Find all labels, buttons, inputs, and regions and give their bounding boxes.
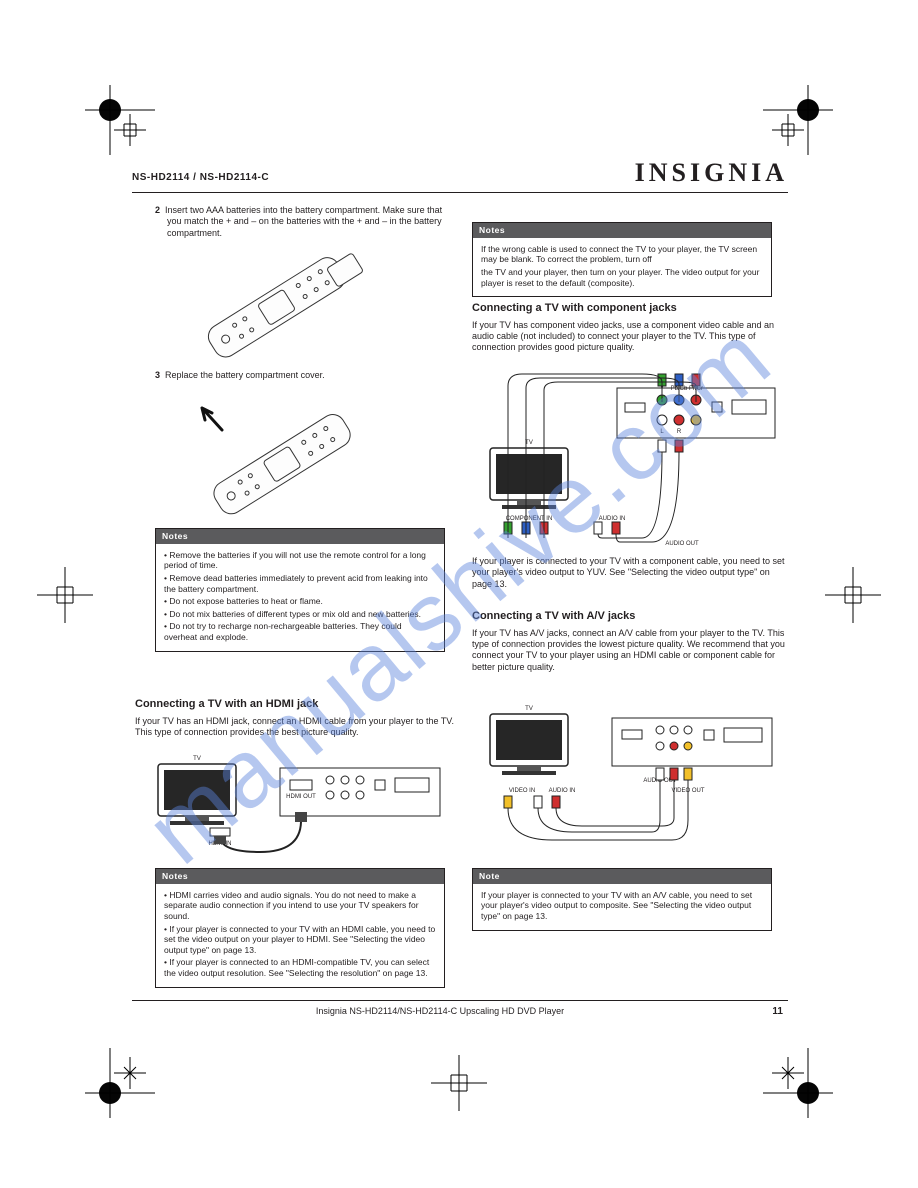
note-line: If the wrong cable is used to connect th… <box>481 244 763 265</box>
note-box-av: Note If your player is connected to your… <box>472 868 772 931</box>
svg-text:TV: TV <box>525 706 533 712</box>
hdmi-section: Connecting a TV with an HDMI jack If you… <box>135 698 455 742</box>
svg-text:VIDEO IN: VIDEO IN <box>509 788 535 794</box>
hdmi-out-label: HDMI OUT <box>286 794 316 800</box>
battery-step-2: 2 Insert two AAA batteries into the batt… <box>135 205 455 241</box>
component-intro: If your TV has component video jacks, us… <box>472 320 792 354</box>
header-rule <box>132 192 788 193</box>
note-line: • Do not try to recharge non-rechargeabl… <box>164 621 436 642</box>
model-number: NS-HD2114 / NS-HD2114-C <box>132 172 269 183</box>
battery-step-3: 3 Replace the battery compartment cover. <box>135 370 455 383</box>
av-section: Connecting a TV with A/V jacks If your T… <box>472 610 792 677</box>
remote-diagram-insert <box>190 245 380 360</box>
regmark-top-right <box>763 85 833 155</box>
note-line: • Do not expose batteries to heat or fla… <box>164 596 436 607</box>
note-line: • If your player is connected to your TV… <box>164 924 436 956</box>
component-connection-diagram: Y Pb/Cb Pr/Cr L R TV COMPONENT IN AUDIO … <box>482 370 782 545</box>
svg-text:R: R <box>677 429 682 435</box>
regmark-bottom-left <box>85 1048 155 1118</box>
step2-text: Insert two AAA batteries into the batter… <box>165 205 442 238</box>
footer-product: Insignia NS-HD2114/NS-HD2114-C Upscaling… <box>132 1006 748 1016</box>
svg-text:COMPONENT IN: COMPONENT IN <box>506 516 553 522</box>
hdmi-heading: Connecting a TV with an HDMI jack <box>135 698 455 712</box>
notes-box-hdmi: Notes • HDMI carries video and audio sig… <box>155 868 445 988</box>
note-line: the TV and your player, then turn on you… <box>481 267 763 288</box>
regmark-top-left <box>85 85 155 155</box>
step3-text: Replace the battery compartment cover. <box>165 370 325 380</box>
hdmi-intro: If your TV has an HDMI jack, connect an … <box>135 716 455 739</box>
note-line: • If your player is connected to an HDMI… <box>164 957 436 978</box>
note-header: Note <box>473 869 771 884</box>
component-section: Connecting a TV with component jacks If … <box>472 302 792 358</box>
notes-box-wrong-cable: Notes If the wrong cable is used to conn… <box>472 222 772 297</box>
svg-text:AUDIO OUT: AUDIO OUT <box>665 541 699 545</box>
component-heading: Connecting a TV with component jacks <box>472 302 792 316</box>
svg-text:AUDIO IN: AUDIO IN <box>549 788 576 794</box>
hdmi-connection-diagram: TV HDMI IN HDMI OUT <box>150 750 450 865</box>
brand-logo: INSIGNIA <box>635 158 788 188</box>
notes-header: Notes <box>156 869 444 884</box>
notes-box-batteries: Notes • Remove the batteries if you will… <box>155 528 445 652</box>
note-line: • Remove the batteries if you will not u… <box>164 550 436 571</box>
av-connection-diagram: TV VIDEO IN AUDIO IN AUDIO OUT VIDEO OUT <box>482 700 782 860</box>
av-intro: If your TV has A/V jacks, connect an A/V… <box>472 628 792 673</box>
page-number: 11 <box>772 1006 783 1017</box>
footer-rule <box>132 1000 788 1001</box>
note-line: • HDMI carries video and audio signals. … <box>164 890 436 922</box>
note-line: • Do not mix batteries of different type… <box>164 609 436 620</box>
note-line: If your player is connected to your TV w… <box>481 890 763 922</box>
regmark-mid-left <box>30 560 100 630</box>
remote-diagram-cover <box>190 388 390 518</box>
component-note-line: If your player is connected to your TV w… <box>472 556 792 594</box>
svg-text:AUDIO IN: AUDIO IN <box>599 516 626 522</box>
av-heading: Connecting a TV with A/V jacks <box>472 610 792 624</box>
regmark-bottom-center <box>424 1048 494 1118</box>
tv-label: TV <box>193 756 201 762</box>
note-line: • Remove dead batteries immediately to p… <box>164 573 436 594</box>
notes-header: Notes <box>473 223 771 238</box>
regmark-mid-right <box>818 560 888 630</box>
notes-header: Notes <box>156 529 444 544</box>
regmark-bottom-right <box>763 1048 833 1118</box>
